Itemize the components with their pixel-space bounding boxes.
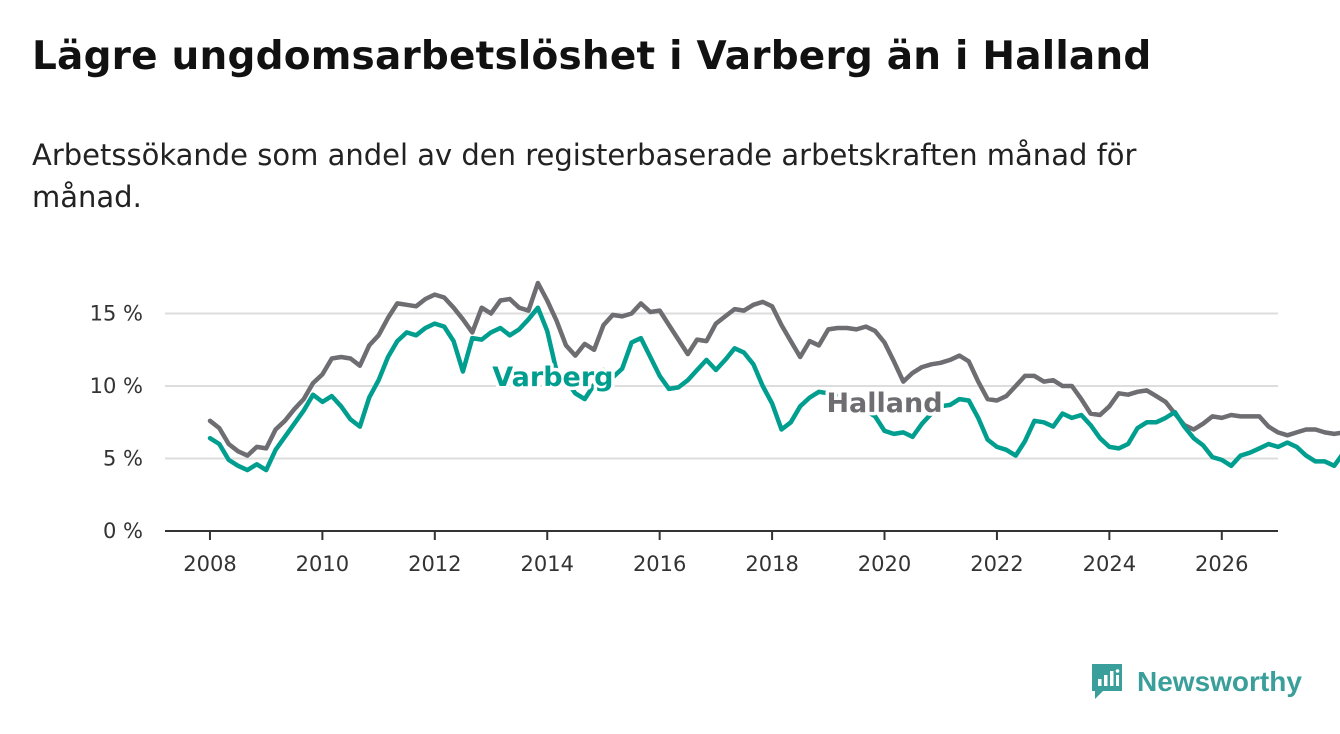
newsworthy-logo-icon [1089,662,1125,702]
x-tick-label: 2020 [858,552,911,576]
x-tick-label: 2026 [1195,552,1248,576]
line-chart: 0 %5 %10 %15 % 2008 2010 2012 2014 2016 2018 2… [0,0,1340,734]
series-annotation-halland: Halland [826,388,942,419]
y-tick-label: 15 % [90,302,143,326]
x-tick-label: 2008 [183,552,236,576]
y-axis-ticks: 0 % 5 % 10 % 15 % [90,302,143,544]
brand-name: Newsworthy [1137,666,1302,698]
x-tick-label: 2016 [633,552,686,576]
x-tick-label: 2012 [408,552,461,576]
newsworthy-brand: Newsworthy [1089,662,1302,702]
y-tick-label: 5 % [103,447,143,471]
x-axis-ticks: 2008 2010 2012 2014 2016 2018 2020 2022 2024 2026 [183,531,1248,576]
x-tick-label: 2010 [296,552,349,576]
gridlines [165,314,1278,532]
y-tick-label: 10 % [90,374,143,398]
series-annotation-varberg: Varberg [492,362,613,393]
x-tick-label: 2014 [521,552,574,576]
x-tick-label: 2018 [745,552,798,576]
x-tick-label: 2024 [1083,552,1136,576]
y-tick-label: 0 % [103,519,143,543]
x-tick-label: 2022 [970,552,1023,576]
